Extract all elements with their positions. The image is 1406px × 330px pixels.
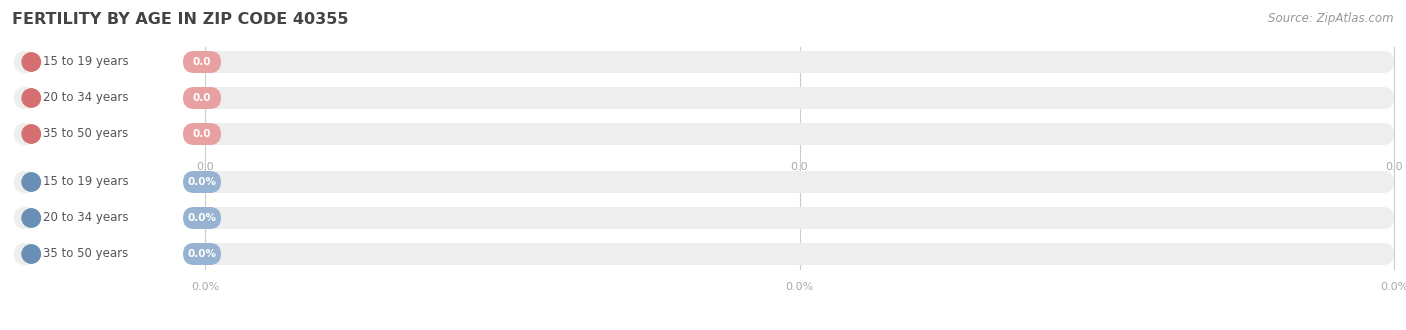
- FancyBboxPatch shape: [183, 243, 221, 265]
- Text: 0.0%: 0.0%: [187, 177, 217, 187]
- Circle shape: [22, 125, 41, 143]
- FancyBboxPatch shape: [183, 207, 221, 229]
- Text: 15 to 19 years: 15 to 19 years: [44, 55, 128, 69]
- Text: 0.0%: 0.0%: [1379, 282, 1406, 292]
- FancyBboxPatch shape: [22, 207, 200, 229]
- FancyBboxPatch shape: [14, 171, 1393, 193]
- FancyBboxPatch shape: [14, 207, 1393, 229]
- Text: 0.0: 0.0: [193, 57, 211, 67]
- FancyBboxPatch shape: [14, 87, 1393, 109]
- Text: 20 to 34 years: 20 to 34 years: [44, 212, 128, 224]
- FancyBboxPatch shape: [183, 87, 221, 109]
- FancyBboxPatch shape: [22, 123, 200, 145]
- Text: 0.0: 0.0: [197, 162, 214, 172]
- Circle shape: [22, 209, 41, 227]
- FancyBboxPatch shape: [14, 51, 1393, 73]
- FancyBboxPatch shape: [22, 243, 200, 265]
- FancyBboxPatch shape: [14, 243, 1393, 265]
- Circle shape: [22, 53, 41, 71]
- Text: 0.0%: 0.0%: [191, 282, 219, 292]
- FancyBboxPatch shape: [22, 171, 200, 193]
- FancyBboxPatch shape: [22, 51, 200, 73]
- Text: 0.0: 0.0: [193, 129, 211, 139]
- FancyBboxPatch shape: [22, 87, 200, 109]
- Text: 35 to 50 years: 35 to 50 years: [44, 127, 128, 141]
- FancyBboxPatch shape: [183, 171, 221, 193]
- Text: 0.0: 0.0: [193, 93, 211, 103]
- FancyBboxPatch shape: [14, 123, 1393, 145]
- Text: 35 to 50 years: 35 to 50 years: [44, 248, 128, 260]
- FancyBboxPatch shape: [183, 123, 221, 145]
- Circle shape: [22, 89, 41, 107]
- Text: 20 to 34 years: 20 to 34 years: [44, 91, 128, 105]
- Text: 0.0: 0.0: [790, 162, 808, 172]
- Text: 0.0: 0.0: [1385, 162, 1403, 172]
- Circle shape: [22, 245, 41, 263]
- Text: FERTILITY BY AGE IN ZIP CODE 40355: FERTILITY BY AGE IN ZIP CODE 40355: [13, 12, 349, 27]
- Text: 0.0%: 0.0%: [187, 213, 217, 223]
- Text: Source: ZipAtlas.com: Source: ZipAtlas.com: [1268, 12, 1393, 25]
- FancyBboxPatch shape: [183, 51, 221, 73]
- Circle shape: [22, 173, 41, 191]
- Text: 0.0%: 0.0%: [786, 282, 814, 292]
- Text: 0.0%: 0.0%: [187, 249, 217, 259]
- Text: 15 to 19 years: 15 to 19 years: [44, 176, 128, 188]
